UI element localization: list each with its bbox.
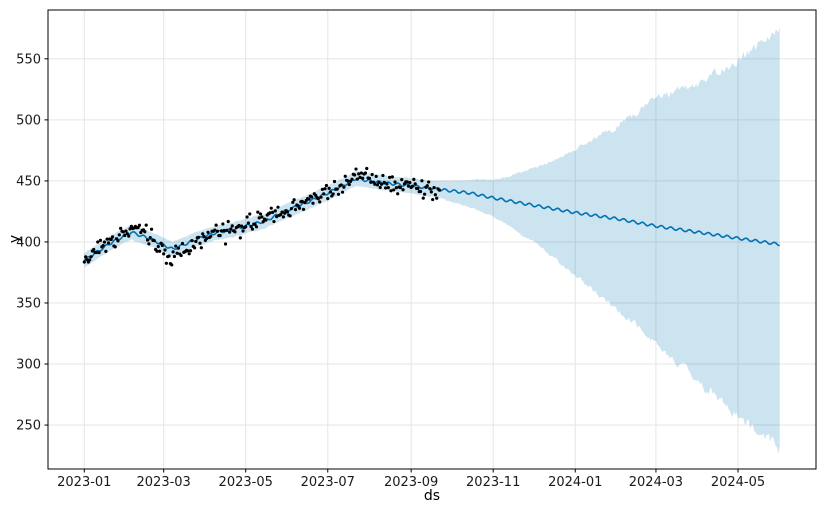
plot-frame bbox=[47, 9, 817, 470]
x-tick-label: 2023-05 bbox=[219, 475, 273, 490]
x-tick-label: 2024-03 bbox=[629, 475, 683, 490]
x-tick-label: 2023-09 bbox=[384, 475, 438, 490]
x-tick-label: 2023-01 bbox=[57, 475, 111, 490]
y-tick-label: 500 bbox=[16, 113, 41, 128]
forecast-line bbox=[83, 177, 780, 262]
y-tick-label: 400 bbox=[16, 235, 41, 250]
y-tick-label: 300 bbox=[16, 358, 41, 373]
y-tick-label: 450 bbox=[16, 174, 41, 189]
y-axis-label: y bbox=[7, 234, 23, 244]
x-tick-label: 2024-05 bbox=[711, 475, 765, 490]
x-tick-label: 2023-07 bbox=[301, 475, 355, 490]
gridlines bbox=[48, 10, 816, 469]
y-tick-label: 350 bbox=[16, 296, 41, 311]
x-tick-label: 2024-01 bbox=[548, 475, 602, 490]
uncertainty-band bbox=[84, 26, 780, 455]
y-tick-label: 550 bbox=[16, 52, 41, 67]
x-axis-label: ds bbox=[423, 488, 441, 504]
axis-tick-labels: 2023-01 2023-03 2023-05 2023-07 2023-09 2023-… bbox=[16, 52, 765, 490]
axis-ticks bbox=[44, 58, 739, 473]
observed-points bbox=[82, 166, 441, 267]
y-tick-label: 250 bbox=[16, 419, 41, 434]
x-tick-label: 2023-03 bbox=[137, 475, 191, 490]
x-tick-label: 2023-11 bbox=[466, 475, 520, 490]
